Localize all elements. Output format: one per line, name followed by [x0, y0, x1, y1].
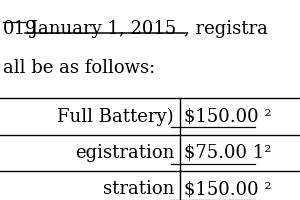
Text: Full Battery): Full Battery) [57, 107, 174, 126]
Text: , registra: , registra [184, 20, 268, 38]
Text: $75.00 1²: $75.00 1² [184, 144, 272, 162]
Text: egistration: egistration [75, 144, 174, 162]
Text: stration: stration [103, 180, 174, 198]
Text: 019: 019 [3, 20, 38, 38]
Text: all be as follows:: all be as follows: [3, 59, 155, 77]
Text: January 1, 2015: January 1, 2015 [25, 20, 176, 38]
Text: $150.00 ²: $150.00 ² [184, 180, 272, 198]
Text: $150.00 ²: $150.00 ² [184, 108, 272, 126]
